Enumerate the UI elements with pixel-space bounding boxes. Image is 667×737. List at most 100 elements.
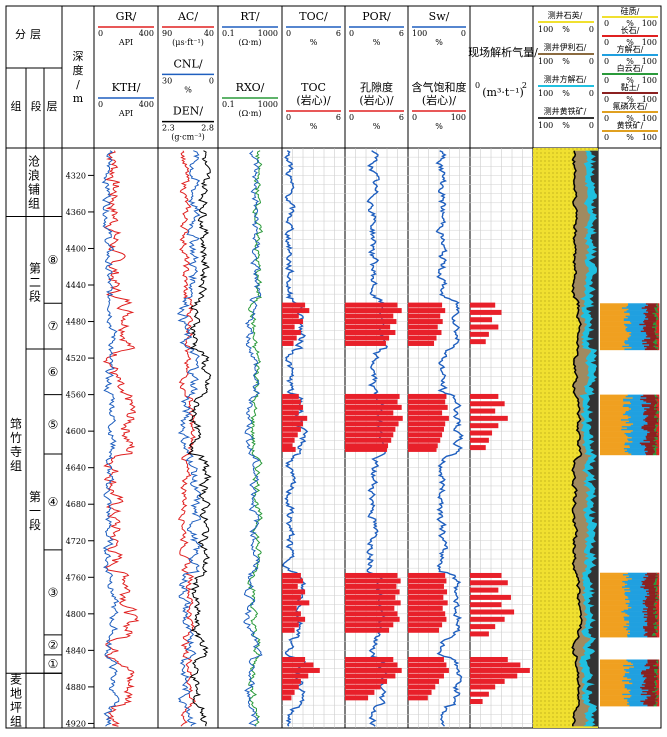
- gas-core-bar: [470, 602, 502, 607]
- por-core-bar: [345, 416, 403, 421]
- sw-core-bar: [408, 589, 447, 594]
- sw-core-bar: [408, 432, 442, 437]
- analysis-title: 现场解析气量/: [468, 45, 538, 59]
- scale-min: 100: [538, 25, 553, 34]
- scale-max: 100: [642, 133, 657, 142]
- toc-core-bar: [282, 314, 299, 319]
- formation-label: 寺: [10, 445, 22, 459]
- scale-min: 0: [98, 29, 103, 38]
- toc-core-bar: [282, 438, 295, 443]
- sw-core-bar: [408, 584, 444, 589]
- por-core-bar: [345, 303, 398, 308]
- depth-tick-label: 4600: [66, 427, 86, 436]
- por-core-bar: [345, 314, 393, 319]
- layer-label: ⑤: [48, 417, 59, 431]
- gas-core-bar: [470, 445, 486, 450]
- scale-max: 100: [642, 57, 657, 66]
- sw-core-bar: [408, 341, 434, 346]
- scale-min: 0: [286, 113, 291, 122]
- layer-label: ⑧: [48, 253, 59, 267]
- core-mineral-segment: [653, 454, 657, 456]
- curve-label: KTH/: [112, 81, 141, 94]
- depth-title-char: m: [73, 92, 84, 105]
- formation-label: 竹: [10, 431, 22, 445]
- scale-max: 0: [589, 25, 594, 34]
- sw-core-bar: [408, 308, 445, 313]
- sw-core-bar: [408, 617, 446, 622]
- toc-core-bar: [282, 684, 299, 689]
- formation-label: 筇: [10, 416, 22, 431]
- gas-core-bar: [470, 657, 508, 662]
- gas-core-bar: [470, 610, 514, 615]
- por-core-bar: [345, 399, 398, 404]
- por-core-bar: [345, 628, 389, 633]
- mineral-label: 测井伊利石/: [544, 42, 587, 52]
- gas-core-bar: [470, 580, 508, 585]
- section-label: 二: [29, 276, 41, 290]
- scale-min: 30: [162, 76, 172, 85]
- toc-core-bar: [282, 606, 297, 611]
- scale-max: 6: [336, 29, 341, 38]
- scale-unit: %: [626, 133, 634, 142]
- curve-unit: %: [373, 38, 381, 47]
- sw-core-bar: [408, 606, 443, 611]
- toc-core-bar: [282, 319, 303, 324]
- sw-core-bar: [408, 410, 442, 415]
- formation-label: 地: [10, 687, 22, 701]
- sw-core-bar: [408, 330, 441, 335]
- core-mineral-segment: [657, 636, 659, 638]
- por-core-bar: [345, 606, 394, 611]
- section-label: 段: [29, 289, 41, 304]
- scale-max: 6: [336, 113, 341, 122]
- core-mineral-segment: [627, 636, 647, 638]
- gas-core-bar: [470, 684, 495, 689]
- sw-core-bar: [408, 447, 437, 452]
- toc-core-bar: [282, 421, 303, 426]
- toc-core-bar: [282, 611, 301, 616]
- sw-core-bar: [408, 662, 446, 667]
- toc-core-bar: [282, 399, 301, 404]
- scale-max: 6: [399, 29, 404, 38]
- layer-label: 层: [47, 100, 58, 113]
- core-mineral-segment: [645, 348, 658, 350]
- layer-label: ⑦: [48, 319, 59, 333]
- depth-tick-label: 4680: [66, 500, 86, 509]
- por-core-bar: [345, 325, 390, 330]
- scale-max: 100: [642, 19, 657, 28]
- depth-tick-label: 4720: [66, 537, 86, 546]
- toc-core-bar: [282, 628, 295, 633]
- depth-title-char: 深: [73, 50, 84, 63]
- curve-label: RXO/: [236, 81, 265, 94]
- por-core-bar: [345, 319, 396, 324]
- curve-label: 含气饱和度: [412, 80, 467, 94]
- sw-core-bar: [408, 325, 438, 330]
- gas-core-bar: [470, 332, 489, 337]
- sw-core-bar: [408, 611, 445, 616]
- depth-tick-label: 4440: [66, 281, 86, 290]
- por-core-bar: [345, 573, 398, 578]
- mineral-label: 测井方解石/: [544, 74, 587, 84]
- por-core-bar: [345, 668, 402, 673]
- toc-core-bar: [282, 695, 291, 700]
- toc-core-bar: [282, 308, 309, 313]
- formation-label: 组: [10, 459, 22, 473]
- toc-core-bar: [282, 589, 305, 594]
- scale-min: 0: [604, 95, 609, 104]
- depth-tick-label: 4800: [66, 610, 86, 619]
- por-core-bar: [345, 617, 400, 622]
- por-core-bar: [345, 330, 395, 335]
- curve-unit: %: [310, 38, 318, 47]
- sw-core-bar: [408, 319, 443, 324]
- core-mineral-segment: [648, 705, 654, 707]
- core-mineral-label: 氟磷灰石/: [613, 101, 648, 111]
- curve-label: 孔隙度: [360, 80, 393, 94]
- scale-max: 0: [589, 57, 594, 66]
- scale-min: 0: [604, 114, 609, 123]
- por-core-bar: [345, 410, 393, 415]
- curve-label: TOC: [301, 81, 326, 94]
- toc-core-bar: [282, 330, 301, 335]
- sw-core-bar: [408, 690, 432, 695]
- gas-core-bar: [470, 673, 517, 678]
- analysis-scale-min: 0: [475, 81, 480, 90]
